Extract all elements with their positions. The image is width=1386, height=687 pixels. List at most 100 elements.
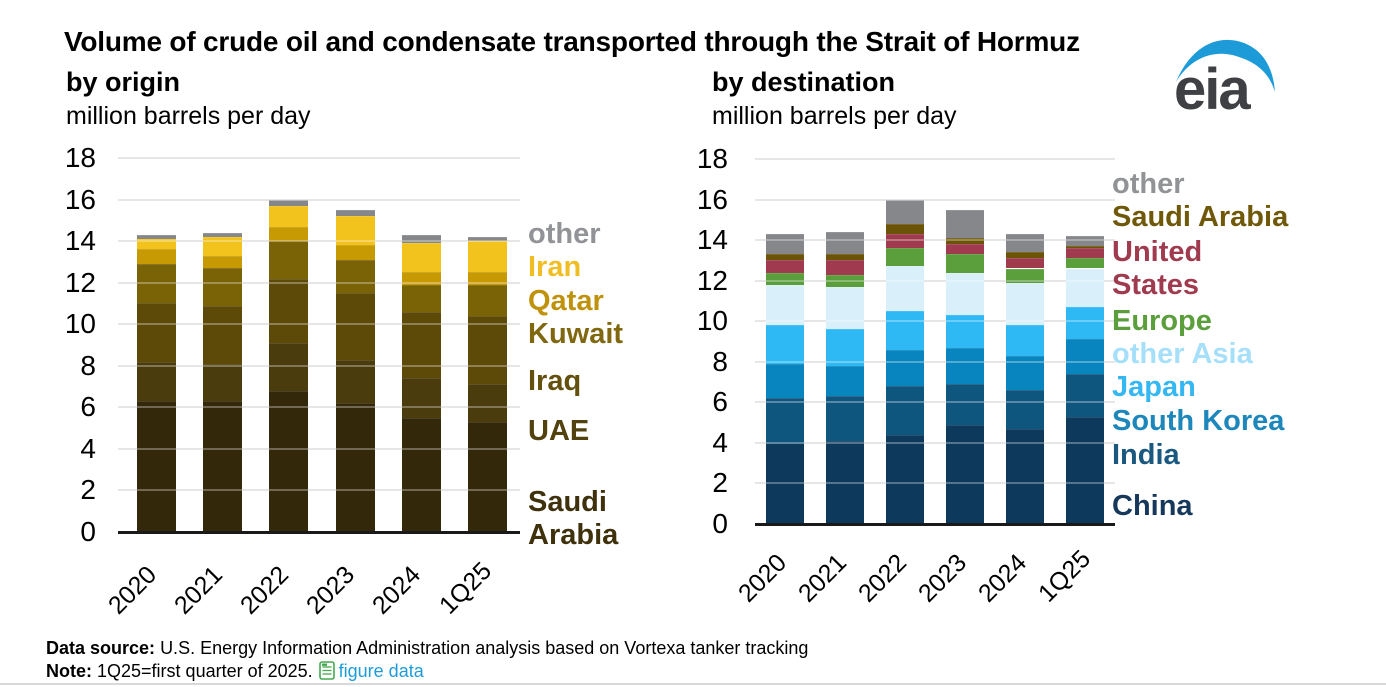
destination-y-tick-label: 18 (696, 143, 728, 174)
destination-legend-united-states: United States (1112, 236, 1203, 301)
destination-gridline-8 (755, 360, 1115, 363)
origin-bar-2023-qatar (335, 245, 375, 260)
destination-bar-2021-japan (826, 329, 864, 366)
destination-bar-2024-united-states (1006, 258, 1044, 269)
destination-bar-2023-other-asia (946, 272, 984, 316)
destination-gridline-2 (755, 482, 1115, 485)
origin-gridline-8 (118, 364, 520, 367)
destination-gridline-overlay-18 (755, 158, 1115, 160)
destination-bar-2023-saudi-arabia (946, 238, 984, 245)
origin-bar-1Q25-kuwait (468, 284, 507, 316)
origin-bar-2023-uae (335, 359, 375, 404)
destination-x-axis-line (755, 523, 1115, 526)
origin-gridline-12 (118, 281, 520, 284)
destination-bar-2020-south-korea (766, 363, 804, 399)
origin-bar-2023-other (335, 209, 375, 217)
origin-bar-2024-iraq (401, 311, 441, 379)
destination-gridline-overlay-16 (755, 198, 1115, 201)
eia-swoosh-icon (1176, 39, 1275, 92)
destination-bar-2022-saudi-arabia (886, 223, 924, 234)
origin-bar-2024-qatar (401, 272, 441, 285)
origin-gridline-6 (118, 406, 520, 409)
destination-gridline-14 (755, 239, 1115, 242)
destination-bar-2020-united-states (766, 260, 804, 273)
origin-legend-other: other (528, 218, 601, 250)
destination-bar-2020-india (766, 398, 804, 443)
destination-gridline-6 (755, 401, 1115, 404)
origin-legend-qatar: Qatar (528, 285, 604, 317)
origin-bar-2023-kuwait (335, 259, 375, 294)
figure-data-link[interactable]: figure data (338, 661, 424, 681)
destination-legend-japan: Japan (1112, 371, 1196, 403)
destination-x-tick-label-2023: 2023 (913, 548, 973, 608)
destination-y-tick-label: 16 (696, 183, 728, 215)
origin-gridline-overlay-4 (118, 447, 520, 450)
destination-legend-other: other (1112, 168, 1185, 200)
destination-y-tick-label: 6 (712, 386, 728, 418)
origin-bar-1Q25-other (468, 236, 507, 242)
origin-bar-2020-iran (137, 239, 176, 250)
destination-y-tick-label: 12 (696, 264, 728, 296)
origin-gridline-16 (118, 198, 520, 201)
origin-legend-iraq: Iraq (528, 365, 582, 397)
destination-bar-2022-japan (886, 311, 924, 350)
origin-gridline-10 (118, 323, 520, 326)
destination-legend-other-asia: other Asia (1112, 338, 1253, 370)
origin-bar-2022-qatar (269, 226, 309, 242)
destination-bar-2021-other (826, 232, 864, 255)
destination-x-tick-label-2022: 2022 (853, 548, 913, 608)
left-chart-subtitle: by origin (66, 67, 180, 97)
origin-bar-2021-qatar (203, 255, 243, 269)
origin-bar-2022-other (269, 199, 309, 206)
destination-bar-2020-china (766, 442, 804, 524)
right-chart-subtitle: by destination (712, 67, 896, 97)
destination-bar-2023-south-korea (946, 347, 984, 385)
origin-legend-uae: UAE (528, 415, 590, 447)
destination-x-tick-label-2021: 2021 (793, 548, 853, 608)
origin-x-axis-line (118, 531, 520, 534)
destination-x-tick-label-1Q25: 1Q25 (1033, 544, 1097, 608)
origin-gridline-4 (118, 447, 520, 450)
origin-y-tick-label: 14 (64, 225, 96, 257)
origin-bar-2020-other (137, 234, 176, 240)
footer-data-source-line: Data source: U.S. Energy Information Adm… (46, 637, 808, 660)
destination-bar-2023-japan (946, 315, 984, 348)
destination-bar-2022-united-states (886, 234, 924, 249)
origin-bar-2021-saudi-arabia (203, 401, 243, 532)
destination-bar-2020-europe (766, 272, 804, 285)
origin-x-tick-label-2022: 2022 (234, 560, 295, 620)
destination-bar-2021-europe (826, 274, 864, 287)
origin-gridline-overlay-18 (118, 157, 520, 159)
destination-bar-2022-china (886, 434, 924, 524)
data-source-text: U.S. Energy Information Administration a… (160, 638, 809, 658)
destination-y-tick-label: 10 (696, 305, 728, 337)
destination-bar-1Q25-south-korea (1066, 339, 1104, 374)
origin-x-tick-label-2021: 2021 (168, 560, 228, 620)
destination-bar-2022-europe (886, 248, 924, 267)
destination-legend-south-korea: South Korea (1112, 405, 1285, 437)
destination-gridline-10 (755, 320, 1115, 323)
destination-bar-2020-other-asia (766, 284, 804, 326)
origin-bar-2020-saudi-arabia (137, 401, 176, 532)
destination-gridline-overlay-14 (755, 239, 1115, 242)
origin-gridline-2 (118, 489, 520, 492)
destination-bar-2023-europe (946, 254, 984, 273)
destination-legend-india: India (1112, 439, 1180, 471)
destination-bar-1Q25-other (1066, 236, 1104, 247)
origin-legend-kuwait: Kuwait (528, 318, 624, 350)
destination-y-tick-label: 4 (712, 426, 728, 458)
destination-bar-2020-japan (766, 325, 804, 364)
destination-legend-europe: Europe (1112, 305, 1212, 337)
origin-legend-iran: Iran (528, 251, 582, 283)
destination-gridline-12 (755, 279, 1115, 282)
destination-gridline-18 (755, 158, 1115, 160)
origin-bar-2023-iran (335, 216, 375, 246)
destination-bar-2023-united-states (946, 244, 984, 255)
destination-bar-1Q25-japan (1066, 307, 1104, 340)
destination-x-tick-label-2020: 2020 (733, 548, 793, 608)
origin-y-tick-label: 6 (80, 391, 96, 423)
origin-bar-2023-iraq (335, 293, 375, 360)
origin-bar-2020-iraq (137, 303, 176, 362)
origin-bar-2022-kuwait (269, 241, 309, 279)
